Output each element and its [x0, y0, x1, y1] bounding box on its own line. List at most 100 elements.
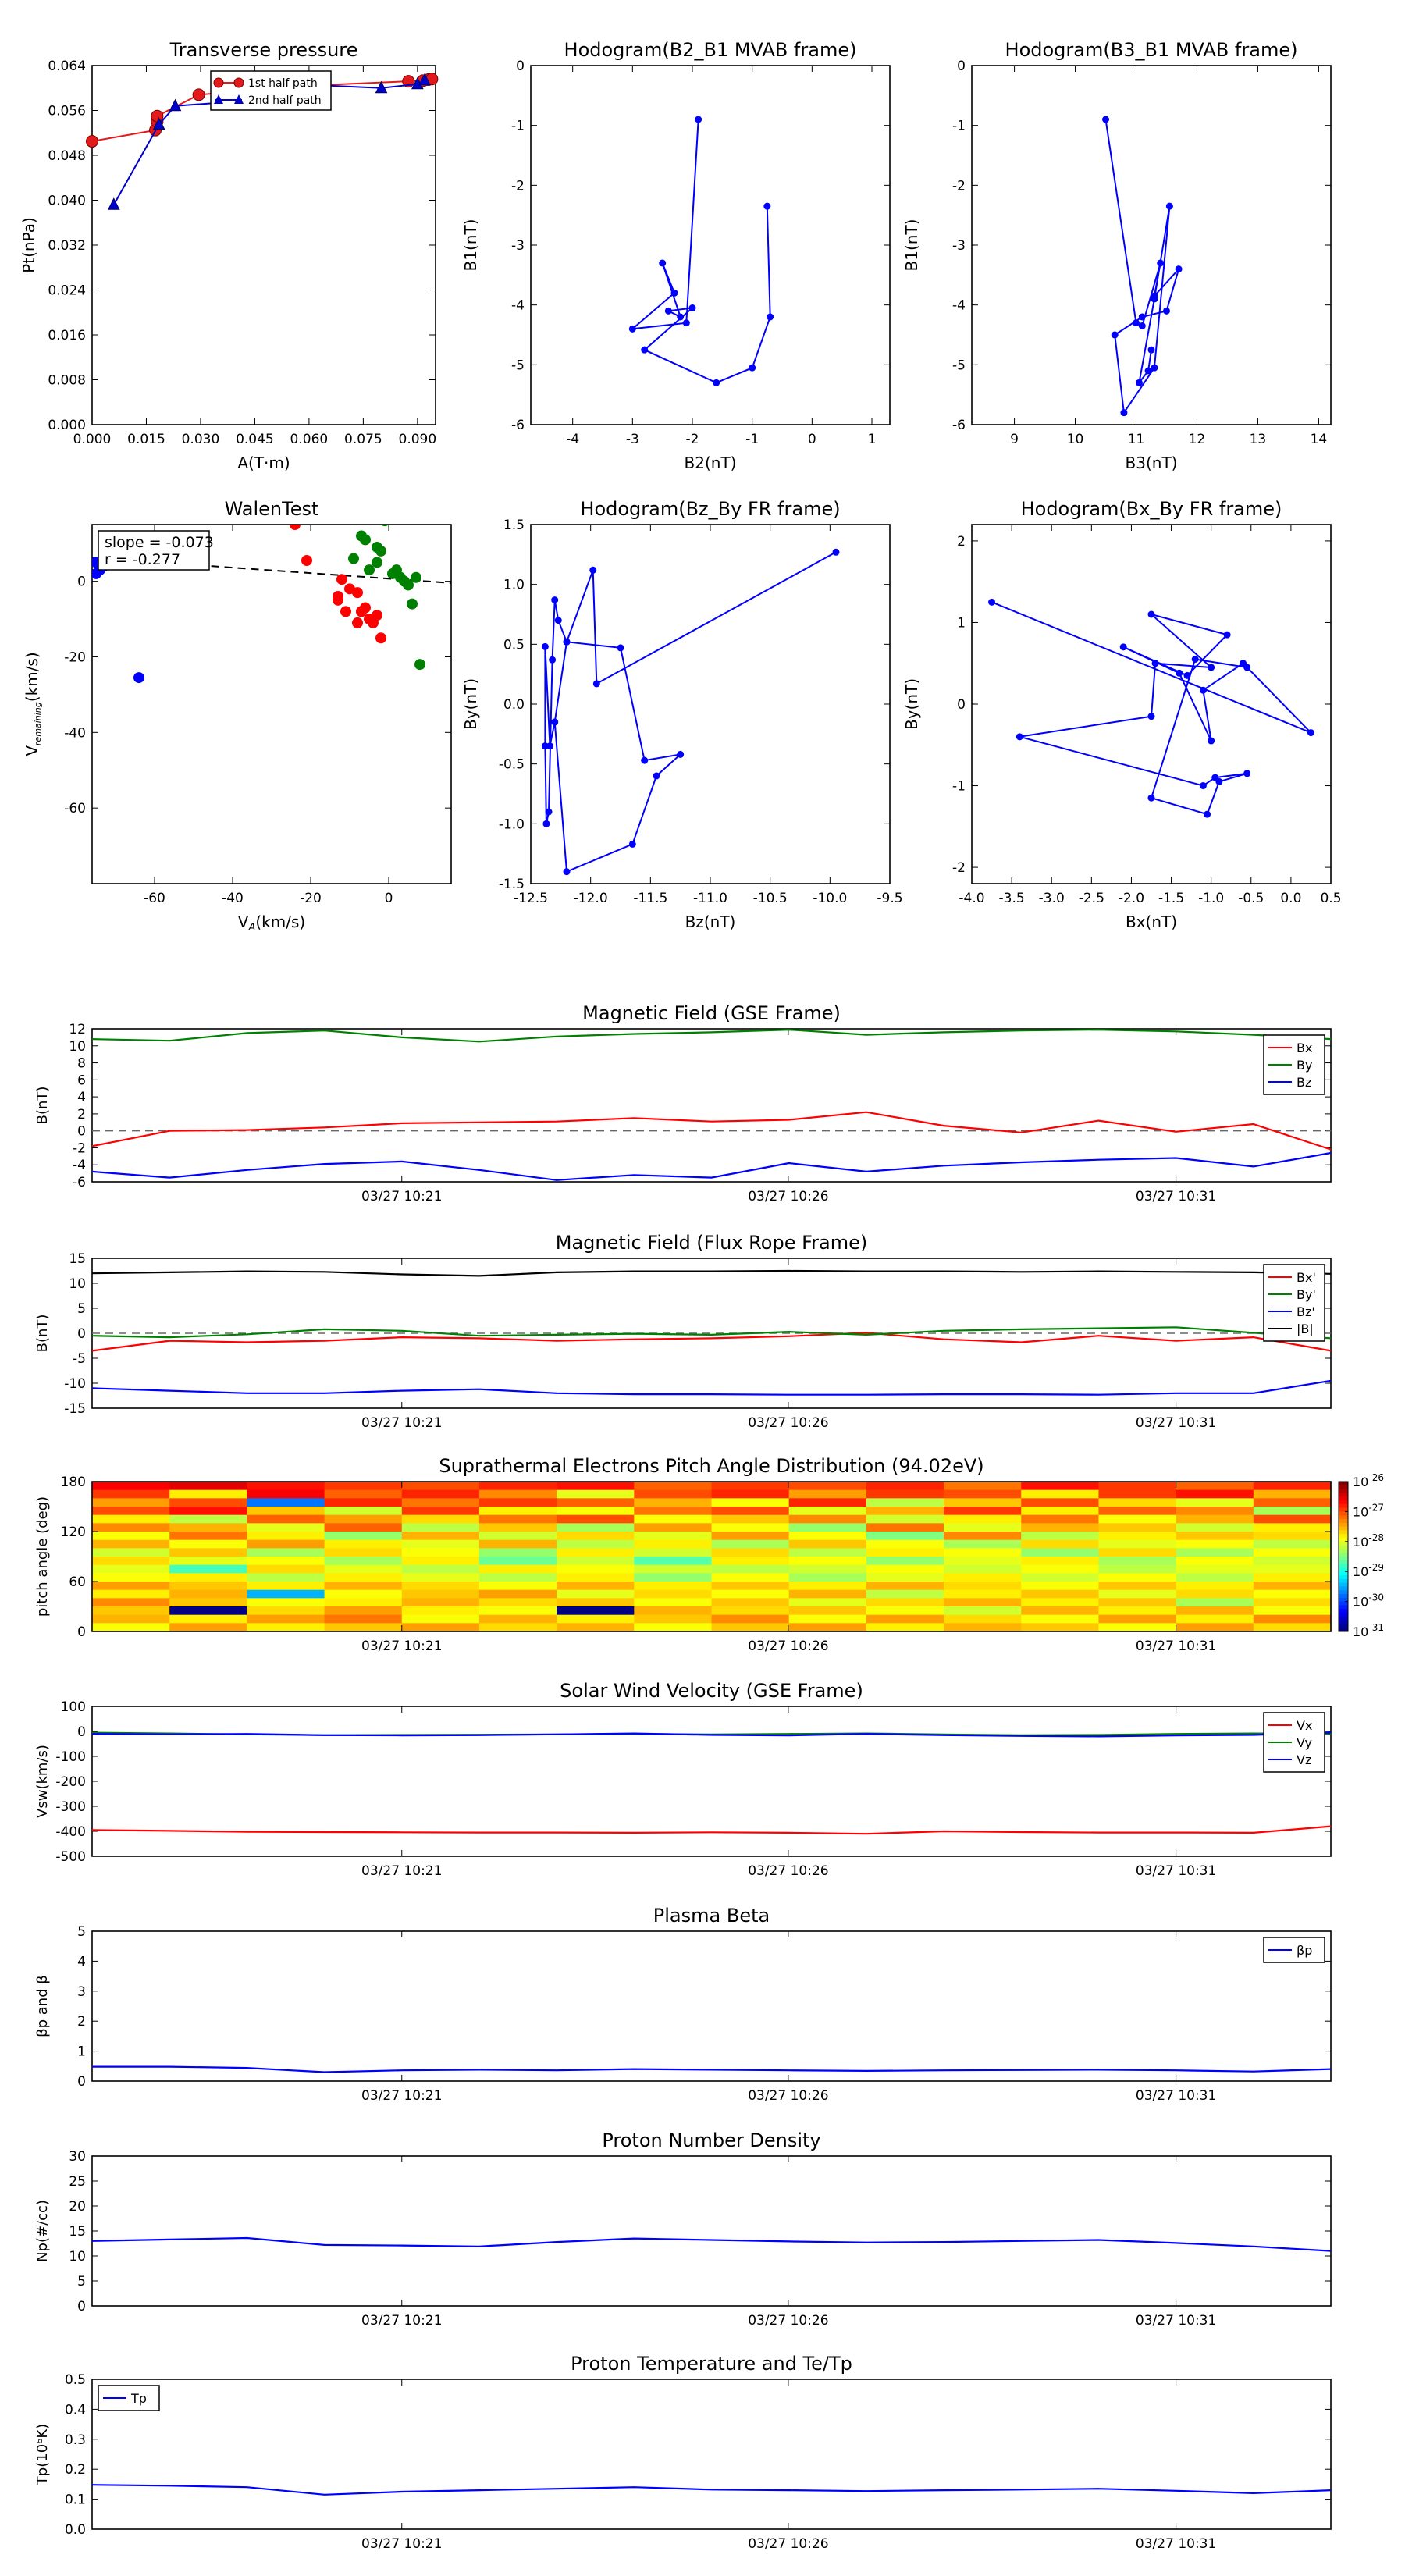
x-tick-label: 0.030	[182, 432, 220, 447]
heatmap-cell	[478, 1614, 557, 1624]
data-point	[551, 718, 559, 726]
colorbar-label: 10-29	[1353, 1562, 1384, 1579]
x-tick-label: 03/27 10:31	[1136, 1863, 1216, 1879]
heatmap-cell	[944, 1523, 1022, 1532]
y-tick-label: 0	[77, 1326, 86, 1342]
data-point	[1183, 671, 1191, 679]
heatmap-cell	[1253, 1557, 1332, 1566]
heatmap-cell	[324, 1548, 403, 1557]
x-axis-label: Bz(nT)	[685, 913, 736, 931]
colorbar-segment	[1339, 1545, 1348, 1550]
heatmap-cell	[557, 1606, 635, 1616]
heatmap-cell	[1098, 1523, 1177, 1532]
heatmap-cell	[866, 1539, 944, 1549]
data-point	[563, 868, 571, 876]
data-point	[1162, 307, 1170, 315]
chart-hodo-b3b1: Hodogram(B3_B1 MVAB frame) 9 10 11 12 13 14 -6 -…	[902, 39, 1332, 472]
heatmap-cell	[324, 1557, 403, 1566]
heatmap-cell	[324, 1614, 403, 1624]
chart-title: Solar Wind Velocity (GSE Frame)	[560, 1680, 863, 1702]
data-point	[659, 259, 667, 267]
chart-sw: Solar Wind Velocity (GSE Frame) -500 -400 -…	[34, 1680, 1332, 1879]
y-tick-label: 0.048	[48, 148, 86, 164]
y-tick-label: 60	[69, 1574, 86, 1590]
plot-frame	[530, 65, 891, 425]
heatmap-cell	[557, 1498, 635, 1507]
colorbar-segment	[1339, 1557, 1348, 1561]
series-line	[92, 1379, 1331, 1396]
y-tick-label: -6	[73, 1175, 86, 1190]
colorbar-segment	[1339, 1613, 1348, 1617]
heatmap-cell	[1176, 1582, 1254, 1591]
heatmap-cell	[478, 1623, 557, 1632]
y-tick-label: 0	[77, 575, 86, 590]
plot-frame	[971, 524, 1332, 884]
x-tick-label: 03/27 10:21	[361, 2536, 442, 2552]
plot-frame	[91, 1706, 1332, 1857]
y-axis-label: Tp(10⁶K)	[34, 2424, 51, 2485]
heatmap-cell	[944, 1557, 1022, 1566]
series-line	[991, 601, 1312, 816]
heatmap-cell	[634, 1598, 713, 1607]
y-axis-label: pitch angle (deg)	[34, 1496, 51, 1617]
heatmap-cell	[1098, 1557, 1177, 1566]
heatmap-cell	[1253, 1582, 1332, 1591]
heatmap-cell	[711, 1498, 790, 1507]
heatmap-cell	[1253, 1523, 1332, 1532]
plot-area	[541, 548, 840, 876]
heatmap-cell	[169, 1589, 247, 1599]
colorbar-segment	[1339, 1586, 1348, 1591]
heatmap-cell	[634, 1507, 713, 1516]
heatmap-cell	[324, 1514, 403, 1524]
colorbar-segment	[1339, 1500, 1348, 1505]
data-point	[1208, 737, 1215, 745]
series-line	[92, 1332, 1331, 1352]
colorbar-segment	[1339, 1582, 1348, 1587]
heatmap-cell	[169, 1598, 247, 1607]
heatmap-cell	[247, 1598, 325, 1607]
colorbar-segment	[1339, 1522, 1348, 1528]
x-tick-label: 03/27 10:26	[748, 1863, 828, 1879]
heatmap-cell	[1098, 1564, 1177, 1574]
heatmap-cell	[1021, 1564, 1100, 1574]
y-tick-label: 0	[516, 59, 525, 74]
heatmap-cell	[247, 1482, 325, 1491]
heatmap-cell	[788, 1598, 867, 1607]
y-tick-label: -1	[952, 779, 966, 795]
y-tick-label: 1.5	[503, 518, 525, 533]
x-tick-label: -10.0	[813, 891, 847, 906]
chart-title: Suprathermal Electrons Pitch Angle Distr…	[439, 1455, 984, 1477]
x-tick-label: 03/27 10:31	[1136, 1638, 1216, 1654]
plot-area	[92, 2065, 1331, 2073]
colorbar-segment	[1339, 1609, 1348, 1614]
data-point	[333, 591, 343, 602]
data-point	[133, 672, 144, 684]
x-tick-label: -1	[745, 432, 759, 447]
y-tick-label: 0.032	[48, 238, 86, 254]
chart-title: Hodogram(B3_B1 MVAB frame)	[1005, 39, 1298, 61]
legend-label: βp	[1297, 1943, 1312, 1958]
heatmap-cell	[169, 1582, 247, 1591]
heatmap-cell	[1176, 1573, 1254, 1582]
heatmap-cell	[247, 1557, 325, 1566]
heatmap-cell	[401, 1598, 480, 1607]
y-tick-label: 0.1	[65, 2492, 86, 2508]
data-point	[653, 772, 660, 780]
heatmap-cell	[944, 1573, 1022, 1582]
colorbar-segment	[1339, 1590, 1348, 1595]
heatmap-cell	[1098, 1606, 1177, 1616]
y-tick-label: 0.4	[65, 2402, 86, 2418]
x-tick-label: -20	[300, 891, 322, 906]
heatmap-cell	[557, 1582, 635, 1591]
data-point	[375, 545, 386, 557]
y-tick-label: 5	[77, 2274, 86, 2290]
x-tick-label: 0.000	[73, 432, 112, 447]
heatmap-cell	[1176, 1557, 1254, 1566]
heatmap-cell	[634, 1589, 713, 1599]
heatmap-cell	[1253, 1532, 1332, 1541]
chart-hodo-bzby: Hodogram(Bz_By FR frame) -12.5 -12.0 -11.5 -…	[461, 498, 903, 931]
heatmap-cell	[247, 1548, 325, 1557]
heatmap-cell	[1021, 1489, 1100, 1499]
data-point	[592, 680, 600, 688]
